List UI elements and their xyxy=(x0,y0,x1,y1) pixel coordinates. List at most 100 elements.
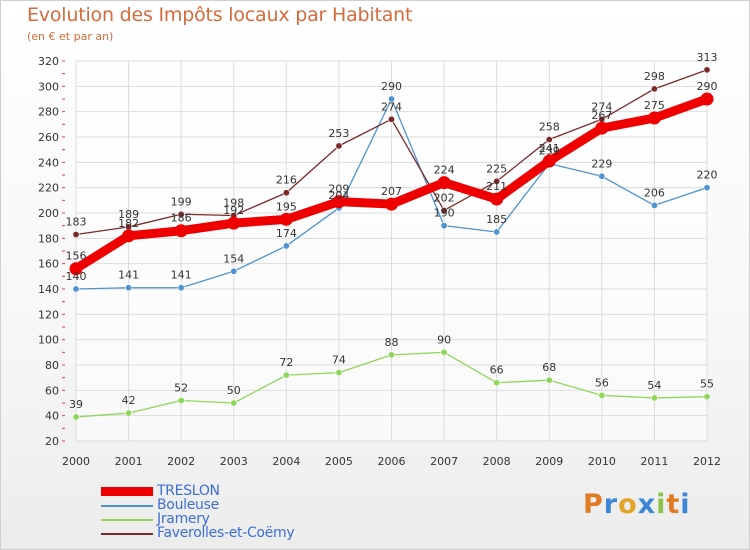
data-point xyxy=(650,394,658,402)
logo-letter: o xyxy=(618,489,638,520)
data-label: 211 xyxy=(486,180,507,193)
data-point xyxy=(647,111,661,125)
data-point xyxy=(335,142,343,150)
data-label: 182 xyxy=(118,217,139,230)
data-point xyxy=(385,197,398,211)
data-label: 39 xyxy=(69,398,83,411)
y-tick-label: 220 xyxy=(38,182,59,195)
data-label: 52 xyxy=(174,381,188,394)
data-label: 202 xyxy=(434,191,455,204)
logo-letter: r xyxy=(603,489,619,520)
data-point xyxy=(72,285,80,293)
data-label: 68 xyxy=(542,361,556,374)
y-tick-label: 240 xyxy=(38,156,59,169)
data-point xyxy=(230,267,238,275)
data-point xyxy=(542,154,556,168)
y-tick-label: 300 xyxy=(38,80,59,93)
x-tick-label: 2007 xyxy=(430,455,458,468)
data-label: 220 xyxy=(697,169,718,182)
y-tick-label: 80 xyxy=(45,359,59,372)
data-label: 206 xyxy=(644,186,665,199)
data-label: 141 xyxy=(118,269,139,282)
legend-label: Faverolles-et-Coëmy xyxy=(157,525,295,541)
data-point xyxy=(650,85,658,93)
data-point xyxy=(72,413,80,421)
data-label: 275 xyxy=(644,99,665,112)
data-label: 229 xyxy=(591,157,612,170)
data-point xyxy=(598,172,606,180)
data-point xyxy=(122,229,136,243)
data-point xyxy=(545,376,553,384)
y-tick-label: 320 xyxy=(38,55,59,68)
data-label: 267 xyxy=(591,109,612,122)
data-point xyxy=(282,371,290,379)
logo-letter: x xyxy=(637,489,657,520)
y-tick-label: 100 xyxy=(38,334,59,347)
data-point xyxy=(493,177,501,185)
data-label: 204 xyxy=(328,189,349,202)
data-point xyxy=(437,176,451,190)
y-tick-label: 160 xyxy=(38,258,59,271)
data-label: 54 xyxy=(647,379,661,392)
data-point xyxy=(387,95,395,103)
data-label: 186 xyxy=(171,212,192,225)
data-label: 66 xyxy=(490,364,504,377)
data-point xyxy=(177,210,185,218)
data-point xyxy=(650,201,658,209)
data-label: 241 xyxy=(539,142,560,155)
data-label: 216 xyxy=(276,174,297,187)
legend-swatch xyxy=(101,519,153,521)
data-point xyxy=(440,348,448,356)
y-tick-label: 260 xyxy=(38,131,59,144)
data-label: 274 xyxy=(381,100,402,113)
data-label: 225 xyxy=(486,162,507,175)
data-point xyxy=(230,399,238,407)
x-tick-label: 2009 xyxy=(535,455,563,468)
data-point xyxy=(282,242,290,250)
data-label: 141 xyxy=(171,269,192,282)
legend-swatch xyxy=(101,487,153,496)
data-point xyxy=(440,222,448,230)
data-label: 42 xyxy=(122,394,136,407)
data-label: 190 xyxy=(434,207,455,220)
legend-label: Bouleuse xyxy=(157,497,219,513)
data-label: 183 xyxy=(66,216,87,229)
data-label: 154 xyxy=(223,252,244,265)
data-label: 72 xyxy=(279,356,293,369)
data-point xyxy=(72,231,80,239)
logo-letter: P xyxy=(583,489,604,520)
data-label: 198 xyxy=(223,197,244,210)
data-label: 185 xyxy=(486,213,507,226)
data-label: 290 xyxy=(697,80,718,93)
x-tick-label: 2006 xyxy=(378,455,406,468)
y-tick-label: 180 xyxy=(38,232,59,245)
data-label: 195 xyxy=(276,200,297,213)
data-label: 224 xyxy=(434,164,455,177)
data-label: 189 xyxy=(118,208,139,221)
logo-letter: i xyxy=(680,489,691,520)
data-point xyxy=(282,189,290,197)
data-label: 56 xyxy=(595,376,609,389)
y-tick-label: 20 xyxy=(45,435,59,448)
x-tick-label: 2003 xyxy=(220,455,248,468)
data-label: 90 xyxy=(437,333,451,346)
data-point xyxy=(387,115,395,123)
data-point xyxy=(125,409,133,417)
chart-title: Evolution des Impôts locaux par Habitant xyxy=(27,4,413,26)
data-point xyxy=(703,184,711,192)
data-point xyxy=(335,369,343,377)
data-label: 239 xyxy=(539,145,560,158)
data-label: 174 xyxy=(276,227,297,240)
data-label: 258 xyxy=(539,121,560,134)
x-tick-label: 2005 xyxy=(325,455,353,468)
data-point xyxy=(177,396,185,404)
data-label: 88 xyxy=(385,336,399,349)
data-label: 156 xyxy=(66,250,87,263)
legend-label: Jramery xyxy=(157,511,210,527)
data-point xyxy=(598,391,606,399)
y-tick-label: 120 xyxy=(38,308,59,321)
data-label: 313 xyxy=(697,51,718,64)
logo-letter: i xyxy=(656,489,667,520)
